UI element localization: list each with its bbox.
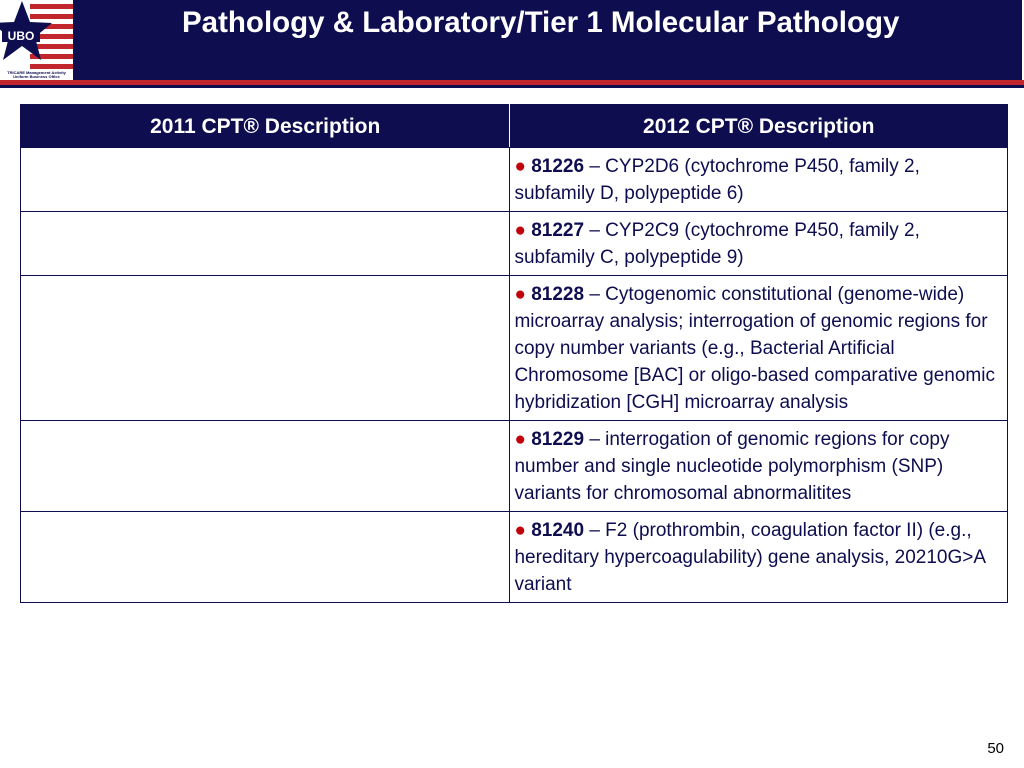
slide-title: Pathology & Laboratory/Tier 1 Molecular … bbox=[182, 6, 900, 39]
cpt-code: 81229 bbox=[531, 429, 585, 450]
header-divider-red bbox=[0, 80, 1024, 85]
flag-star-icon bbox=[0, 0, 73, 72]
column-header-2012: 2012 CPT® Description bbox=[509, 104, 1008, 148]
cell-2011 bbox=[19, 420, 511, 512]
table-row: ● 81229 – interrogation of genomic regio… bbox=[19, 420, 1008, 512]
bullet-icon: ● bbox=[514, 520, 526, 541]
ubo-logo: UBO TRICARE Management Activity Uniform … bbox=[0, 0, 73, 80]
table-row: ● 81240 – F2 (prothrombin, coagulation f… bbox=[19, 511, 1008, 603]
cpt-code: 81228 bbox=[531, 284, 585, 305]
header-bar bbox=[0, 0, 1022, 80]
cpt-code: 81240 bbox=[531, 520, 585, 541]
cpt-code: 81226 bbox=[531, 156, 585, 177]
cell-2011 bbox=[19, 511, 511, 603]
column-header-2011: 2011 CPT® Description bbox=[19, 104, 511, 148]
header-divider-navy bbox=[0, 85, 1024, 88]
cell-2012: ● 81240 – F2 (prothrombin, coagulation f… bbox=[509, 511, 1008, 603]
cell-2012: ● 81229 – interrogation of genomic regio… bbox=[509, 420, 1008, 512]
table-row: ● 81228 – Cytogenomic constitutional (ge… bbox=[19, 275, 1008, 421]
bullet-icon: ● bbox=[514, 284, 526, 305]
logo-caption-line1: TRICARE Management Activity bbox=[7, 70, 66, 75]
cpt-code: 81227 bbox=[531, 220, 585, 241]
bullet-icon: ● bbox=[514, 429, 526, 450]
table-row: ● 81226 – CYP2D6 (cytochrome P450, famil… bbox=[19, 147, 1008, 212]
cpt-description: – interrogation of genomic regions for c… bbox=[514, 429, 950, 504]
cpt-description: – F2 (prothrombin, coagulation factor II… bbox=[514, 520, 985, 595]
cpt-description: – Cytogenomic constitutional (genome-wid… bbox=[514, 284, 995, 413]
cell-2012: ● 81227 – CYP2C9 (cytochrome P450, famil… bbox=[509, 211, 1008, 276]
logo-caption-line2: Uniform Business Office bbox=[13, 74, 60, 79]
bullet-icon: ● bbox=[514, 156, 526, 177]
logo-text: UBO bbox=[8, 29, 35, 43]
cell-2011 bbox=[19, 211, 511, 276]
cell-2011 bbox=[19, 275, 511, 421]
cell-2012: ● 81228 – Cytogenomic constitutional (ge… bbox=[509, 275, 1008, 421]
cpt-description: – CYP2D6 (cytochrome P450, family 2, sub… bbox=[514, 156, 920, 204]
logo-text-layer: UBO bbox=[8, 29, 35, 43]
cpt-comparison-table: 2011 CPT® Description 2012 CPT® Descript… bbox=[19, 104, 1008, 603]
table-header-row: 2011 CPT® Description 2012 CPT® Descript… bbox=[19, 104, 1008, 148]
cell-2012: ● 81226 – CYP2D6 (cytochrome P450, famil… bbox=[509, 147, 1008, 212]
cpt-description: – CYP2C9 (cytochrome P450, family 2, sub… bbox=[514, 220, 920, 268]
logo-caption: TRICARE Management Activity Uniform Busi… bbox=[0, 71, 73, 79]
bullet-icon: ● bbox=[514, 220, 526, 241]
page-number: 50 bbox=[987, 740, 1004, 757]
cell-2011 bbox=[19, 147, 511, 212]
table-row: ● 81227 – CYP2C9 (cytochrome P450, famil… bbox=[19, 211, 1008, 276]
